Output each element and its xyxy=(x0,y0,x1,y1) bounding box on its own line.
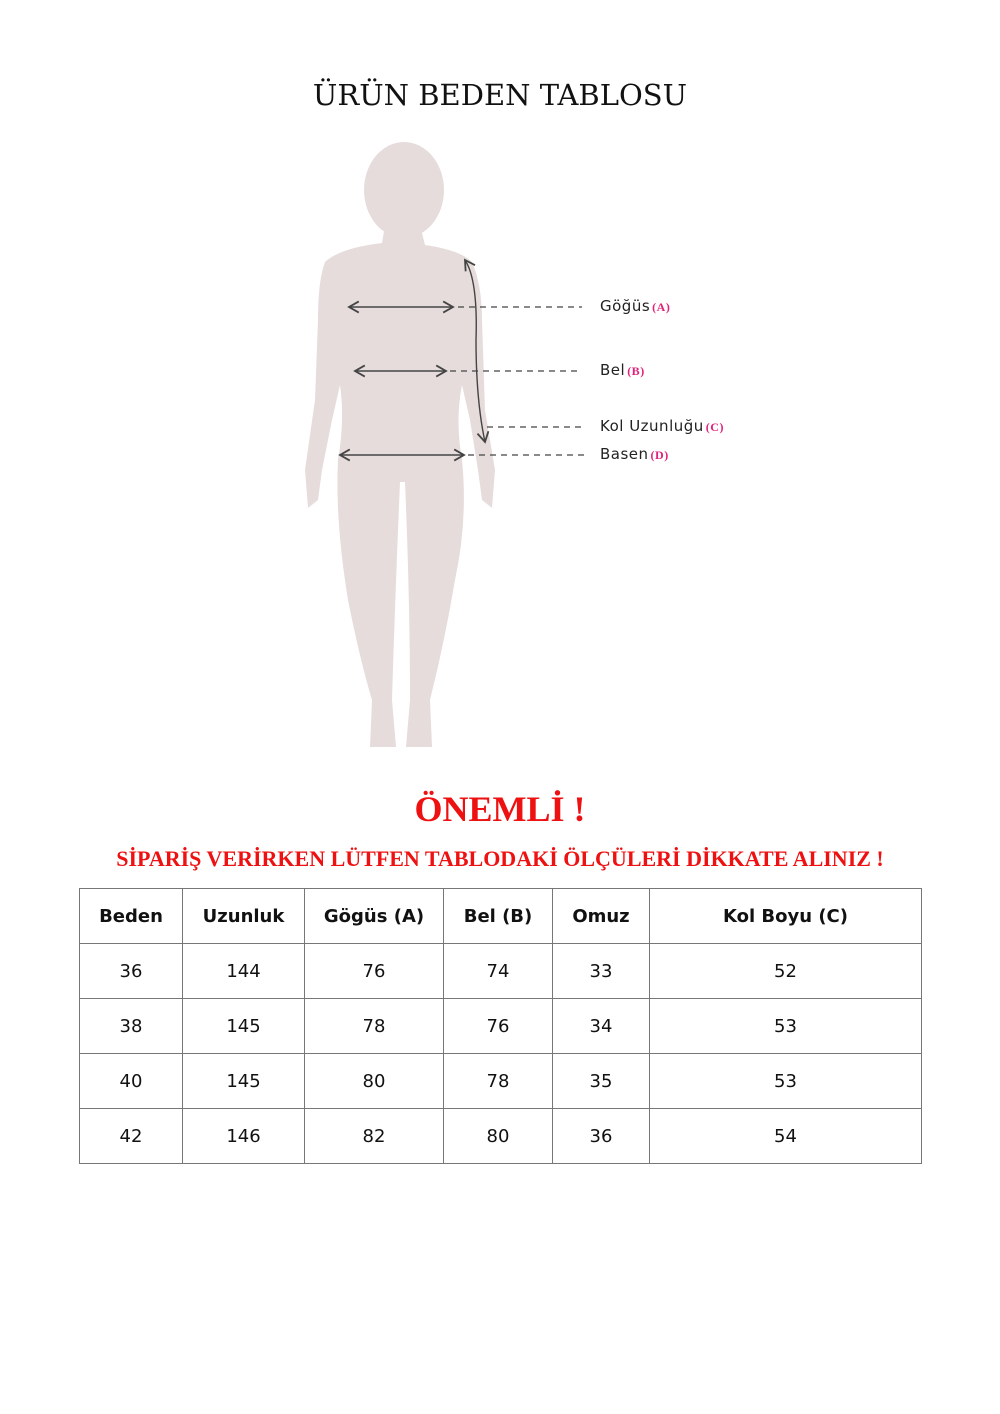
cell: 52 xyxy=(649,943,922,999)
body-silhouette-figure xyxy=(305,142,584,747)
cell: 40 xyxy=(79,1053,183,1109)
page-title: ÜRÜN BEDEN TABLOSU xyxy=(312,78,688,112)
label-sleeve: Kol Uzunluğu (C) xyxy=(600,417,724,435)
header-cell: Uzunluk xyxy=(182,888,305,944)
silhouette xyxy=(305,142,495,747)
table-header-row: Beden Uzunluk Gögüs (A) Bel (B) Omuz Kol… xyxy=(79,888,922,944)
cell: 146 xyxy=(182,1108,305,1164)
table-row: 40 145 80 78 35 53 xyxy=(79,1053,922,1109)
header-cell: Gögüs (A) xyxy=(304,888,444,944)
table-row: 38 145 78 76 34 53 xyxy=(79,998,922,1054)
header-cell: Beden xyxy=(79,888,183,944)
cell: 34 xyxy=(552,998,650,1054)
sleeve-arrow xyxy=(464,258,490,444)
header-cell: Omuz xyxy=(552,888,650,944)
label-chest: Göğüs (A) xyxy=(600,297,671,315)
table-row: 36 144 76 74 33 52 xyxy=(79,943,922,999)
label-hip: Basen (D) xyxy=(600,445,669,463)
cell: 38 xyxy=(79,998,183,1054)
cell: 76 xyxy=(304,943,444,999)
cell: 145 xyxy=(182,1053,305,1109)
size-table: Beden Uzunluk Gögüs (A) Bel (B) Omuz Kol… xyxy=(79,888,922,1164)
table-row: 42 146 82 80 36 54 xyxy=(79,1108,922,1164)
header-cell: Kol Boyu (C) xyxy=(649,888,922,944)
label-waist: Bel (B) xyxy=(600,361,645,379)
cell: 144 xyxy=(182,943,305,999)
cell: 82 xyxy=(304,1108,444,1164)
cell: 54 xyxy=(649,1108,922,1164)
cell: 74 xyxy=(443,943,553,999)
cell: 53 xyxy=(649,1053,922,1109)
cell: 145 xyxy=(182,998,305,1054)
cell: 80 xyxy=(304,1053,444,1109)
important-notice: SİPARİŞ VERİRKEN LÜTFEN TABLODAKİ ÖLÇÜLE… xyxy=(116,846,884,871)
cell: 36 xyxy=(552,1108,650,1164)
header-cell: Bel (B) xyxy=(443,888,553,944)
cell: 53 xyxy=(649,998,922,1054)
cell: 35 xyxy=(552,1053,650,1109)
important-heading: ÖNEMLİ ! xyxy=(414,789,586,829)
cell: 78 xyxy=(443,1053,553,1109)
cell: 33 xyxy=(552,943,650,999)
cell: 78 xyxy=(304,998,444,1054)
cell: 36 xyxy=(79,943,183,999)
cell: 76 xyxy=(443,998,553,1054)
cell: 42 xyxy=(79,1108,183,1164)
cell: 80 xyxy=(443,1108,553,1164)
